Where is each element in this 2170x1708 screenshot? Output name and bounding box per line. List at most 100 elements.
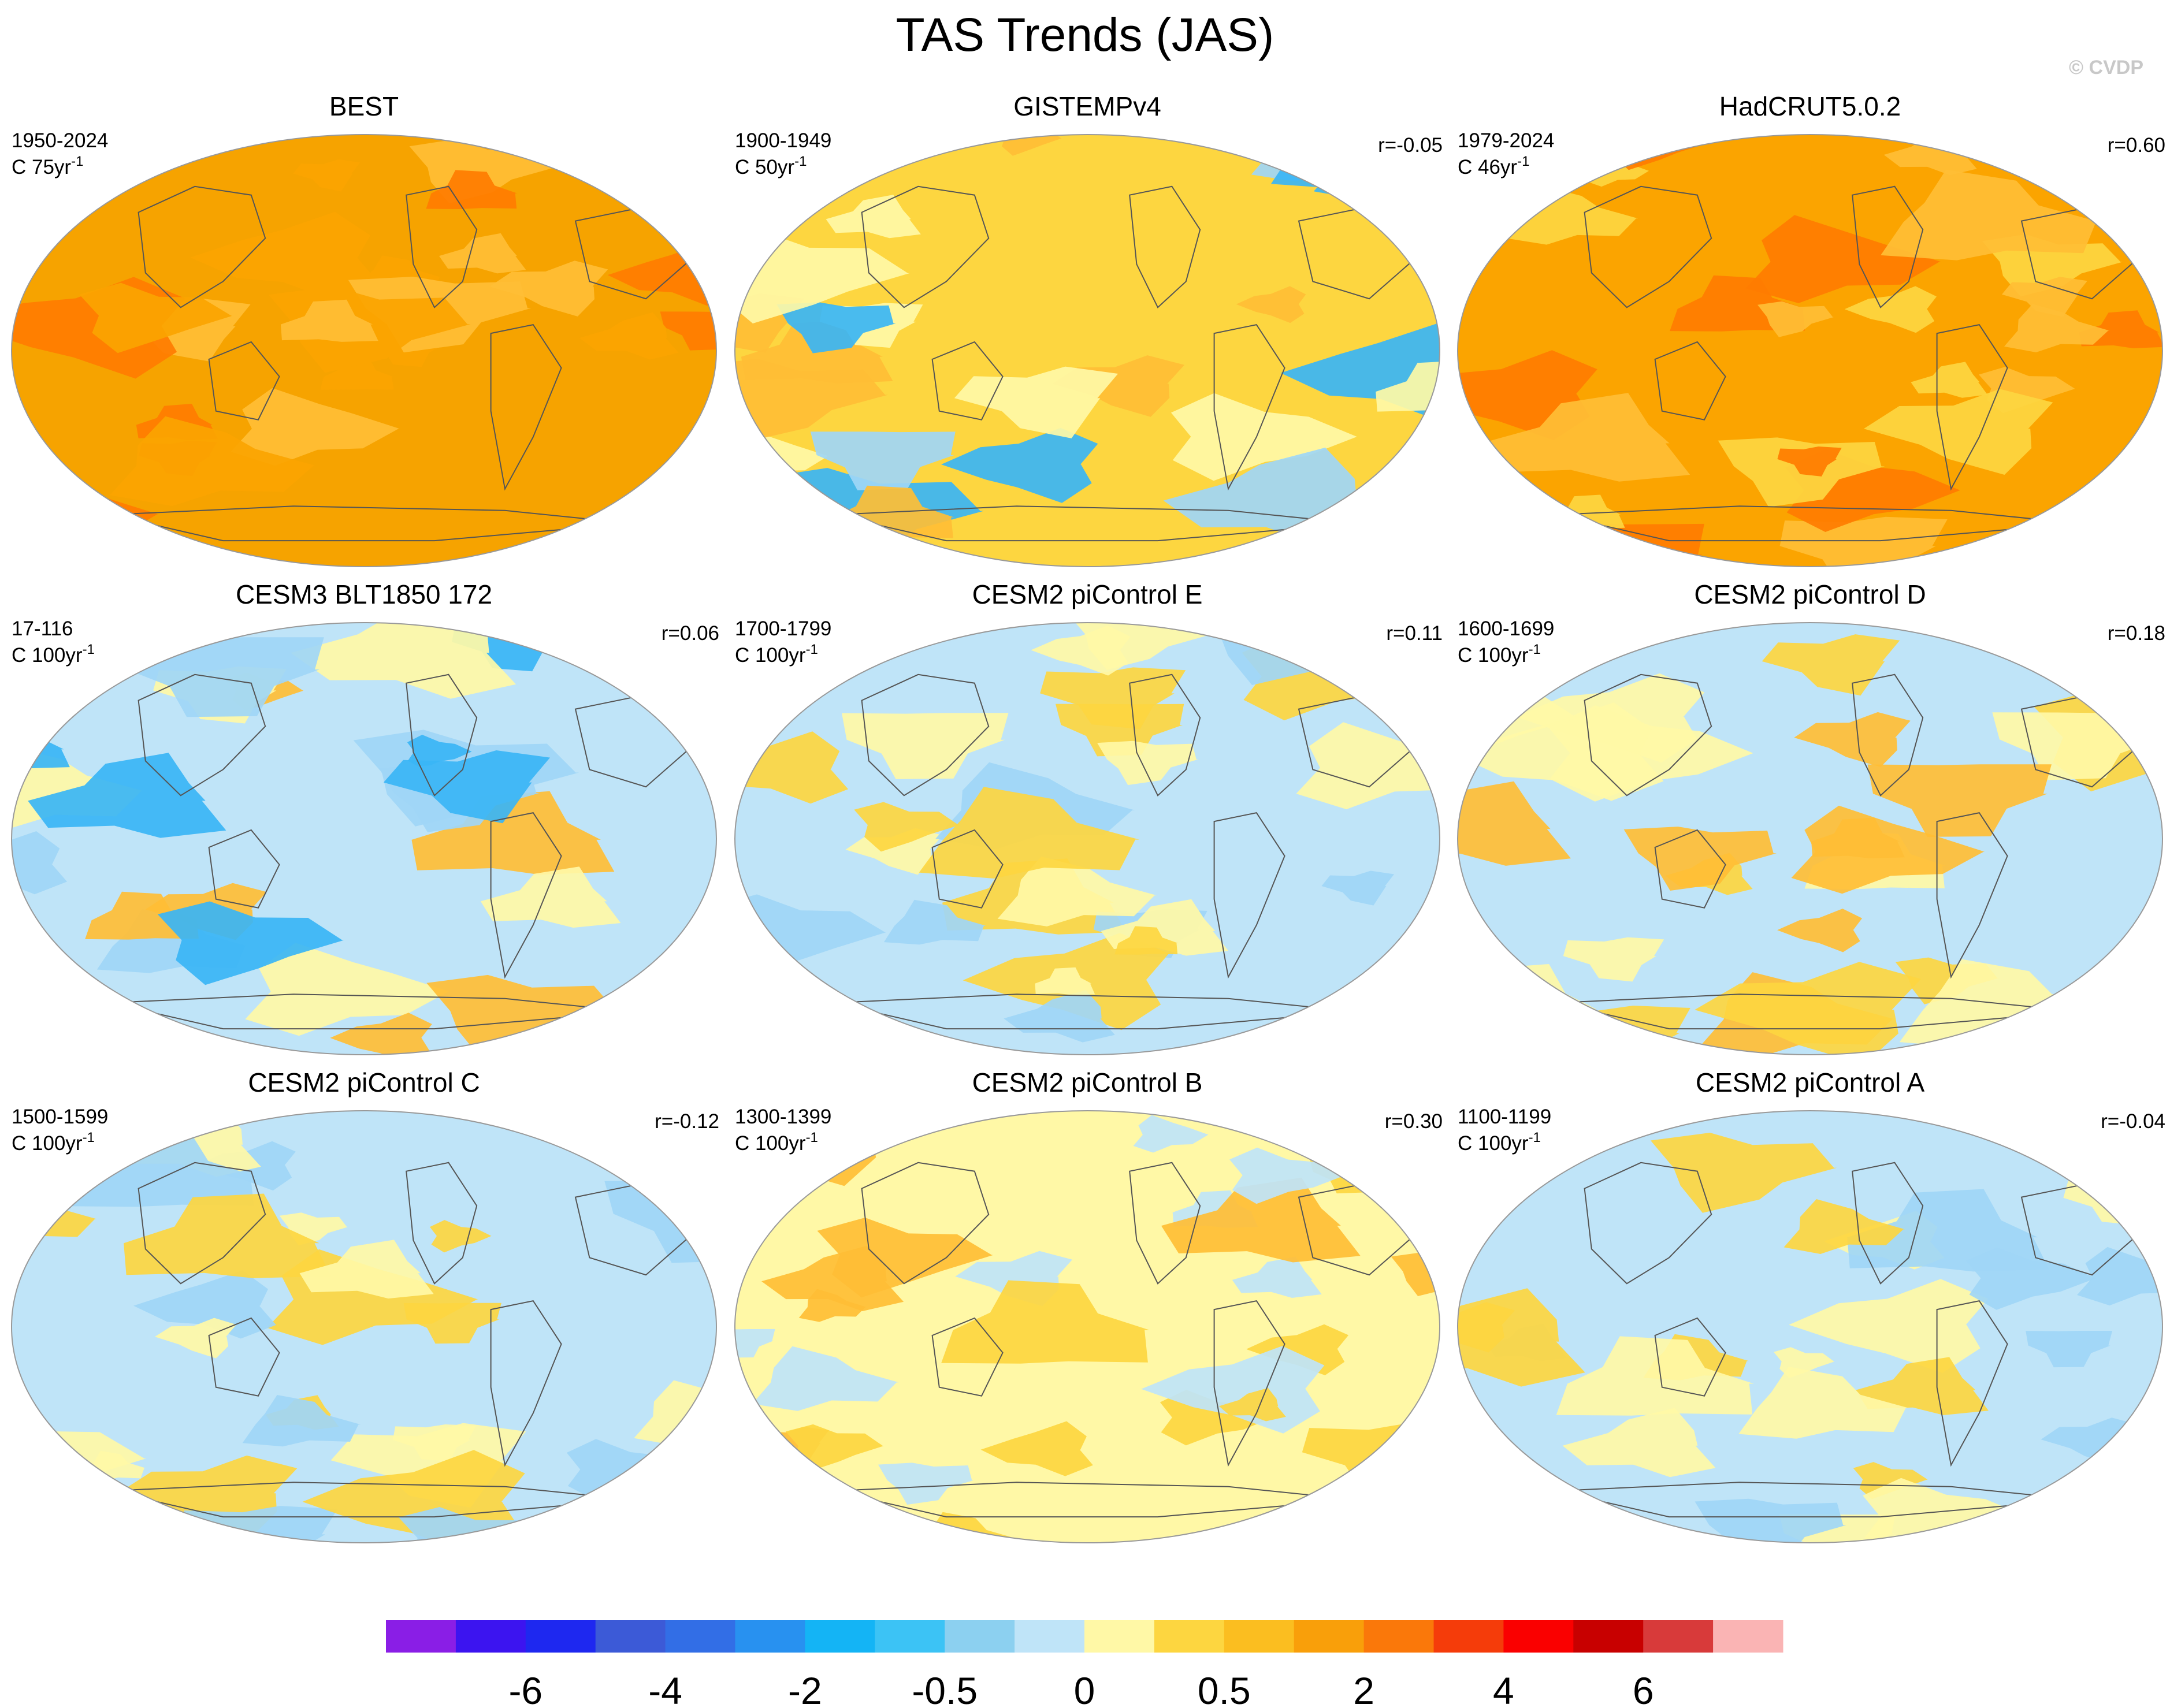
anomaly-region [1229, 1147, 1346, 1204]
coastline [490, 812, 562, 979]
coastline [931, 341, 1004, 421]
coastline [1654, 829, 1726, 909]
panel-title: HadCRUT5.0.2 [1719, 91, 1901, 121]
colorbar-swatch [1294, 1620, 1365, 1653]
coastline [1584, 673, 1712, 797]
anomaly-region [1811, 817, 1905, 858]
anomaly-region [28, 511, 126, 560]
anomaly-region [1864, 389, 2053, 475]
anomaly-region [1458, 702, 1664, 801]
coastline [1213, 1300, 1285, 1467]
panel-trend-units: C 100yr-1 [12, 1130, 95, 1155]
anomaly-region [242, 1395, 361, 1447]
anomaly-region [2004, 304, 2110, 352]
anomaly-region [1458, 781, 1571, 866]
anomaly-region [2002, 277, 2087, 317]
panel-period: 1950-2024 [12, 129, 108, 152]
anomaly-region [1911, 362, 1988, 398]
anomaly-region [997, 856, 1157, 926]
anomaly-region [1114, 926, 1178, 955]
anomaly-region [1458, 1302, 1515, 1353]
colorbar-swatch [1503, 1620, 1574, 1653]
coastline [1936, 812, 2008, 979]
map-field [1458, 135, 2162, 567]
anomaly-region [280, 299, 378, 342]
anomaly-region [954, 366, 1119, 438]
colorbar-swatch [875, 1620, 945, 1653]
coastline [406, 1162, 478, 1285]
anomaly-region [1695, 962, 1921, 1055]
anomaly-region [1367, 1523, 1440, 1543]
anomaly-region [1794, 712, 1911, 767]
anomaly-region [12, 671, 77, 713]
colorbar-swatch [945, 1620, 1015, 1653]
anomaly-region [65, 1130, 255, 1207]
anomaly-region [12, 973, 107, 1048]
anomaly-region [1779, 516, 1948, 567]
map-border [734, 134, 1440, 567]
anomaly-region [854, 802, 960, 852]
panel-correlation: r=0.60 [2108, 134, 2165, 157]
coastline [406, 673, 478, 797]
colorbar-tick-label: -0.5 [912, 1669, 978, 1708]
panel-correlation: r=-0.12 [655, 1110, 719, 1133]
coastline [1129, 185, 1201, 308]
panel-title: CESM2 piControl D [1694, 579, 1926, 609]
anomaly-region [2047, 513, 2162, 567]
anomaly-region [660, 311, 716, 351]
colorbar-swatch [1363, 1620, 1434, 1653]
anomaly-region [842, 713, 1009, 779]
coastline [138, 1162, 266, 1285]
anomaly-region [878, 1463, 974, 1505]
colorbar-swatch [1573, 1620, 1644, 1653]
colorbar-tick-label: 6 [1633, 1669, 1654, 1708]
coastline [490, 1300, 562, 1467]
coastline [208, 1317, 280, 1397]
panel-correlation: r=0.30 [1385, 1110, 1443, 1133]
panel-correlation: r=0.18 [2108, 622, 2165, 645]
map-border [1457, 622, 2163, 1055]
watermark: © CVDP [2069, 57, 2143, 79]
colorbar-swatch [1084, 1620, 1155, 1653]
panel-period: 1700-1799 [735, 617, 831, 640]
anomaly-region [481, 866, 621, 928]
anomaly-region [941, 427, 1098, 503]
anomaly-region [787, 525, 887, 567]
anomaly-region [1695, 1498, 1846, 1543]
anomaly-region [12, 1000, 153, 1055]
map-border [11, 1110, 717, 1543]
panel-trend-units: C 75yr-1 [12, 154, 83, 178]
colorbar-tick-label: 0.5 [1198, 1669, 1251, 1708]
colorbar-swatch [805, 1620, 875, 1653]
coastline [1654, 1317, 1726, 1397]
anomaly-region [761, 1246, 904, 1311]
coastline [861, 673, 990, 797]
anomaly-region [1040, 667, 1186, 730]
anomaly-region [667, 667, 716, 704]
anomaly-region [1745, 215, 1941, 303]
anomaly-region [919, 787, 1140, 879]
colorbar-swatch [1713, 1620, 1783, 1653]
anomaly-region [12, 831, 68, 895]
coastline [1936, 323, 2008, 491]
anomaly-region [1481, 393, 1690, 482]
anomaly-region [1881, 169, 2100, 261]
anomaly-region [1623, 827, 1777, 891]
anomaly-region [1853, 1462, 1928, 1499]
anomaly-region [1562, 1408, 1716, 1478]
anomaly-region [1509, 523, 1704, 567]
anomaly-region [1996, 135, 2080, 176]
anomaly-region [1161, 1177, 1361, 1263]
panel-correlation: r=-0.05 [1378, 134, 1443, 157]
colorbar-swatch [1015, 1620, 1085, 1653]
anomaly-region [1097, 740, 1199, 786]
anomaly-region [735, 1329, 775, 1358]
anomaly-region [752, 1346, 899, 1411]
